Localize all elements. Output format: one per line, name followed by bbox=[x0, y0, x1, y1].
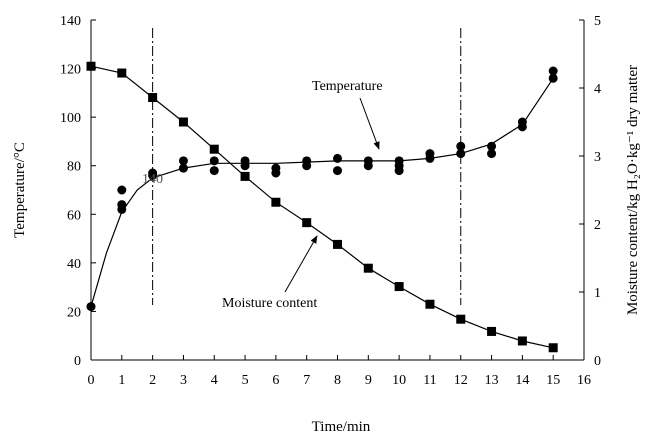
series-curves bbox=[90, 65, 554, 349]
temperature-annotation: Temperature bbox=[312, 79, 383, 94]
temperature-point bbox=[333, 153, 342, 163]
x-tick-label: 15 bbox=[546, 373, 560, 388]
y-right-tick-label: 1 bbox=[594, 286, 601, 301]
y-right-axis-title: Moisture content/kg H₂O·kg⁻¹ dry matter bbox=[625, 65, 641, 315]
x-tick-label: 13 bbox=[485, 373, 499, 388]
moisture-point bbox=[487, 326, 497, 336]
moisture-point bbox=[456, 314, 466, 324]
series-line bbox=[90, 77, 554, 307]
temperature-point bbox=[209, 156, 219, 166]
x-tick-label: 14 bbox=[515, 373, 529, 388]
temperature-point bbox=[548, 73, 558, 83]
moisture-point bbox=[548, 343, 558, 353]
temperature-point bbox=[117, 185, 127, 195]
y-left-tick-label: 100 bbox=[60, 111, 81, 126]
moisture-point bbox=[363, 263, 373, 273]
x-tick-label: 11 bbox=[423, 373, 436, 388]
moisture-point bbox=[148, 93, 158, 103]
temperature-point bbox=[548, 66, 558, 76]
temperature-point bbox=[456, 141, 466, 151]
temperature-point bbox=[240, 161, 250, 171]
moisture-point bbox=[178, 117, 188, 127]
axis-titles: Time/min Temperature/°C Moisture content… bbox=[12, 65, 641, 435]
x-tick-label: 5 bbox=[242, 373, 249, 388]
series-points bbox=[86, 61, 558, 353]
temperature-point bbox=[363, 161, 373, 171]
moisture-point bbox=[517, 336, 527, 346]
y-right-tick-label: 3 bbox=[594, 150, 601, 165]
y-left-tick-label: 0 bbox=[74, 354, 81, 369]
y-left-tick-label: 60 bbox=[67, 208, 81, 223]
moisture-point bbox=[209, 144, 219, 154]
temperature-point bbox=[487, 141, 497, 151]
annotations: Temperature Moisture content 140 bbox=[142, 79, 383, 311]
temperature-point bbox=[178, 163, 188, 173]
temperature-point bbox=[271, 168, 281, 178]
temperature-point bbox=[209, 166, 219, 176]
temperature-point bbox=[425, 153, 435, 163]
series-line bbox=[90, 65, 554, 349]
moisture-point bbox=[117, 68, 127, 78]
temperature-point bbox=[178, 156, 188, 166]
moisture-arrow bbox=[284, 235, 318, 293]
moisture-point bbox=[86, 61, 96, 71]
moisture-point bbox=[240, 171, 250, 181]
temperature-point bbox=[456, 149, 466, 159]
y-left-tick-label: 80 bbox=[67, 160, 81, 175]
temperature-point bbox=[86, 302, 96, 312]
temperature-point bbox=[117, 204, 127, 214]
temperature-point bbox=[394, 166, 404, 176]
y-left-tick-label: 140 bbox=[60, 14, 81, 29]
x-tick-label: 6 bbox=[272, 373, 279, 388]
y-right-tick-label: 2 bbox=[594, 218, 601, 233]
x-tick-label: 10 bbox=[392, 373, 406, 388]
moisture-annotation: Moisture content bbox=[222, 296, 317, 311]
x-tick-label: 8 bbox=[334, 373, 341, 388]
temperature-point bbox=[517, 122, 527, 132]
y-right-tick-label: 4 bbox=[594, 82, 601, 97]
y-left-tick-label: 40 bbox=[67, 257, 81, 272]
temperature-point bbox=[333, 166, 342, 176]
x-tick-label: 0 bbox=[88, 373, 95, 388]
x-tick-label: 7 bbox=[303, 373, 310, 388]
y-right-tick-label: 5 bbox=[594, 14, 601, 29]
moisture-point bbox=[271, 197, 281, 207]
x-tick-label: 12 bbox=[454, 373, 468, 388]
x-tick-label: 1 bbox=[118, 373, 125, 388]
x-axis-title: Time/min bbox=[312, 419, 371, 435]
y-left-tick-label: 120 bbox=[60, 63, 81, 78]
temperature-arrow bbox=[359, 97, 380, 150]
x-tick-label: 9 bbox=[365, 373, 372, 388]
moisture-point bbox=[302, 218, 312, 228]
y-right-tick-label: 0 bbox=[594, 354, 601, 369]
mid-label: 140 bbox=[142, 172, 163, 187]
vertical-markers bbox=[152, 28, 462, 305]
x-tick-label: 2 bbox=[149, 373, 156, 388]
temperature-point bbox=[148, 170, 158, 180]
x-tick-label: 4 bbox=[211, 373, 218, 388]
y-left-axis-title: Temperature/°C bbox=[12, 142, 28, 238]
x-tick-label: 3 bbox=[180, 373, 187, 388]
temperature-point bbox=[302, 161, 312, 171]
moisture-point bbox=[394, 282, 404, 292]
moisture-point bbox=[333, 239, 342, 249]
moisture-point bbox=[425, 299, 435, 309]
temperature-point bbox=[487, 149, 497, 159]
x-tick-label: 16 bbox=[577, 373, 591, 388]
axes: 0 1 2 3 4 5 6 7 8 9 10 11 12 13 14 15 160204060801001201… bbox=[60, 14, 601, 388]
y-left-tick-label: 20 bbox=[67, 305, 81, 320]
